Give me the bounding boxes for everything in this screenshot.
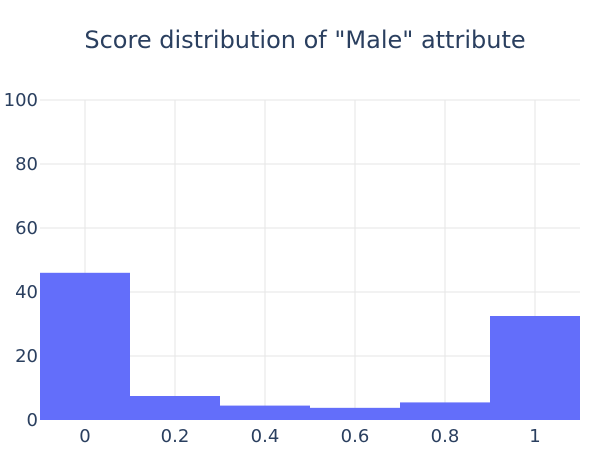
x-tick-label: 0.8 xyxy=(431,426,460,447)
histogram-bar xyxy=(400,402,490,420)
histogram-bar xyxy=(310,407,400,420)
axis-layer: 0 20 40 60 80 100 0 0.2 0.4 0.6 0.8 1 xyxy=(4,90,541,447)
x-tick-label: 0.6 xyxy=(341,426,370,447)
x-tick-label: 1 xyxy=(529,426,540,447)
x-tick-label: 0 xyxy=(79,426,90,447)
y-tick-label: 20 xyxy=(15,346,38,367)
y-tick-label: 100 xyxy=(4,90,38,111)
y-tick-label: 80 xyxy=(15,154,38,175)
histogram-bar xyxy=(40,272,130,420)
y-tick-label: 40 xyxy=(15,282,38,303)
histogram-bar xyxy=(130,396,220,420)
histogram-bar xyxy=(490,316,580,420)
histogram-bar xyxy=(220,405,310,420)
y-tick-label: 0 xyxy=(27,410,38,431)
x-tick-label: 0.2 xyxy=(161,426,190,447)
y-tick-label: 60 xyxy=(15,218,38,239)
bars-layer xyxy=(40,272,580,420)
x-tick-label: 0.4 xyxy=(251,426,280,447)
chart-title: Score distribution of "Male" attribute xyxy=(84,26,526,54)
